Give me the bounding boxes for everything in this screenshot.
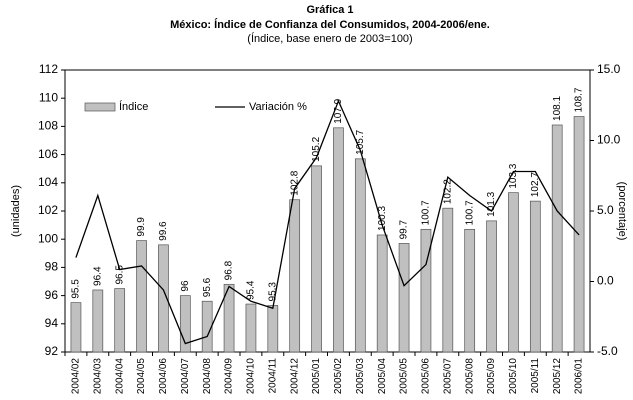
y-tick-label: 94	[45, 316, 59, 330]
bar	[420, 228, 432, 353]
bar	[486, 220, 497, 353]
data-label: 95.5	[71, 279, 82, 299]
bar	[333, 127, 344, 353]
x-tick-label: 2004/07	[180, 358, 191, 395]
bar	[311, 165, 322, 353]
bar	[136, 240, 147, 353]
y2-tick-label: 0.0	[597, 274, 614, 288]
data-label: 108.7	[574, 87, 585, 112]
bar	[551, 124, 563, 353]
y-tick-label: 100	[38, 231, 58, 245]
data-label: 102.7	[530, 172, 541, 197]
y-tick-label: 106	[38, 147, 58, 161]
chart-note: (Índice, base enero de 2003=100)	[247, 32, 412, 45]
data-label: 100.7	[464, 200, 475, 225]
bar	[289, 199, 301, 353]
data-label: 96	[180, 280, 191, 292]
data-label: 101.3	[486, 191, 497, 216]
bar	[70, 302, 82, 353]
x-tick-label: 2005/11	[530, 358, 541, 394]
y-tick-label: 104	[38, 175, 58, 189]
line	[75, 99, 580, 345]
bar	[179, 295, 191, 353]
data-label: 100.7	[421, 200, 432, 225]
y-tick-label: 112	[39, 62, 58, 76]
x-tick-label: 2004/11	[267, 358, 278, 394]
bar	[92, 289, 104, 353]
y-tick-label: 98	[45, 260, 59, 274]
y2-tick-label: 10.0	[597, 133, 621, 147]
legend-label: Variación %	[249, 101, 307, 113]
x-tick-label: 2004/03	[92, 358, 103, 395]
x-tick-label: 2004/05	[136, 358, 147, 395]
x-tick-label: 2005/05	[399, 358, 410, 395]
data-label: 95.6	[202, 277, 213, 297]
bar	[158, 244, 169, 353]
bar	[464, 228, 476, 353]
y-tick-label: 96	[45, 288, 59, 302]
x-tick-label: 2005/01	[311, 358, 322, 395]
chart-title: Gráfica 1	[306, 4, 353, 16]
x-tick-label: 2005/04	[377, 358, 388, 395]
bar	[354, 158, 366, 353]
bar	[267, 305, 279, 353]
y2-tick-label: -5.0	[597, 344, 618, 358]
x-tick-label: 2004/02	[71, 358, 82, 395]
bar	[223, 283, 235, 353]
bar	[442, 207, 454, 353]
data-label: 95.3	[267, 282, 278, 302]
chart-subtitle: México: Índice de Confianza del Consumid…	[170, 18, 490, 31]
bar	[529, 200, 541, 353]
data-label: 99.9	[136, 217, 147, 237]
legend-label: Índice	[119, 100, 148, 113]
data-label: 95.4	[246, 280, 257, 300]
x-tick-label: 2004/04	[114, 358, 125, 395]
data-label: 99.6	[158, 221, 169, 241]
x-tick-label: 2005/10	[508, 358, 519, 395]
y2-axis-label: (porcentaje)	[616, 182, 628, 241]
data-label: 107.9	[333, 98, 344, 123]
x-tick-label: 2005/09	[486, 358, 497, 395]
bar	[508, 192, 519, 353]
y-tick-label: 110	[39, 90, 58, 104]
x-tick-label: 2004/12	[289, 358, 300, 395]
x-tick-label: 2005/03	[355, 358, 366, 395]
data-label: 99.7	[399, 220, 410, 240]
x-tick-label: 2004/10	[246, 358, 257, 395]
data-label: 96.8	[224, 260, 235, 280]
x-tick-label: 2004/09	[224, 358, 235, 395]
bar	[376, 234, 388, 353]
data-label: 105.2	[311, 136, 322, 161]
x-tick-label: 2005/08	[464, 358, 475, 395]
y-tick-label: 92	[45, 344, 59, 358]
data-label: 96.4	[92, 266, 103, 286]
y-tick-label: 108	[38, 119, 58, 133]
y2-tick-label: 5.0	[597, 203, 614, 217]
y-axis-label: (unidades)	[10, 185, 22, 237]
x-tick-label: 2005/06	[421, 358, 432, 395]
y-tick-label: 102	[38, 203, 58, 217]
x-tick-label: 2006/01	[574, 358, 585, 395]
data-label: 100.3	[377, 206, 388, 231]
legend-swatch	[84, 102, 116, 112]
bar	[201, 300, 213, 353]
y2-tick-label: 15.0	[597, 62, 621, 76]
data-label: 108.1	[552, 96, 563, 121]
bar	[398, 243, 410, 353]
x-tick-label: 2005/12	[552, 358, 563, 395]
data-label: 103.3	[508, 163, 519, 188]
data-label: 102.8	[289, 170, 300, 195]
x-tick-label: 2005/07	[442, 358, 453, 395]
data-label: 96.5	[114, 265, 125, 285]
x-tick-label: 2004/08	[202, 358, 213, 395]
data-label: 102.2	[442, 179, 453, 204]
x-tick-label: 2004/06	[158, 358, 169, 395]
data-label: 105.7	[355, 129, 366, 154]
bar	[114, 288, 126, 353]
x-tick-label: 2005/02	[333, 358, 344, 395]
bar	[245, 303, 257, 353]
